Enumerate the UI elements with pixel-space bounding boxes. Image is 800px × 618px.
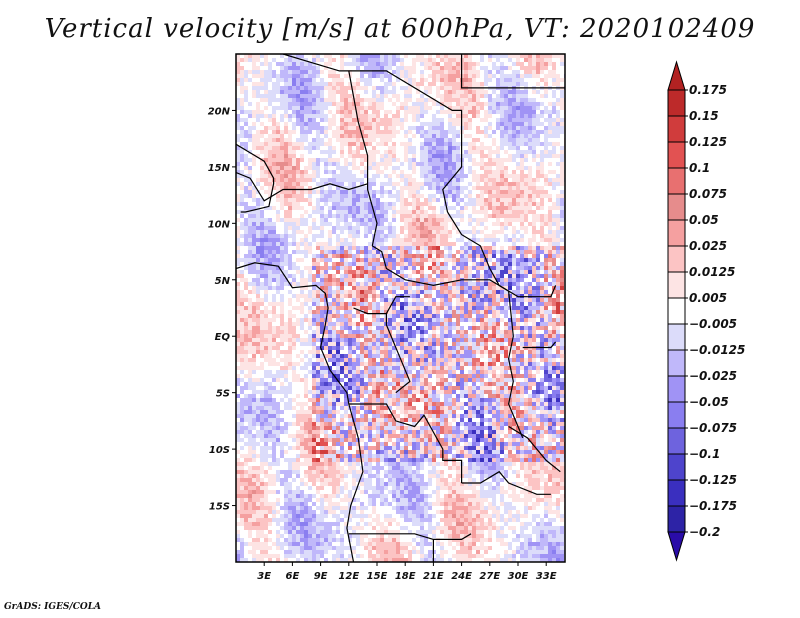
border-line	[348, 403, 463, 483]
colorbar-label: −0.2	[689, 525, 720, 539]
y-tick-label: 15S	[209, 502, 230, 513]
y-tick-label: 10S	[209, 445, 230, 456]
colorbar-label: −0.05	[689, 395, 729, 409]
x-tick-label: 15E	[367, 571, 388, 582]
colorbar-label: −0.175	[689, 499, 737, 513]
colorbar-swatch	[667, 115, 686, 143]
x-tick-label: 24E	[451, 571, 472, 582]
y-tick-label: 20N	[208, 106, 231, 117]
border-line	[371, 245, 509, 292]
colorbar-swatch	[667, 297, 686, 325]
x-tick-label: 6E	[286, 571, 300, 582]
x-tick-label: 30E	[508, 571, 529, 582]
x-tick-label: 12E	[338, 571, 359, 582]
chart-svg: 3E 6E 9E 12E 15E 18E 21E 24E 27E 30E 33E 20N 15N 10N…	[208, 53, 745, 582]
colorbar-label: −0.025	[689, 369, 737, 383]
x-tick-label: 3E	[257, 571, 271, 582]
colorbar-label: −0.075	[689, 421, 737, 435]
y-tick-label: 5S	[216, 389, 230, 400]
border-line	[236, 143, 275, 213]
colorbar-swatch	[667, 89, 686, 117]
colorbar-swatch	[667, 323, 686, 351]
colorbar-label: 0.15	[689, 109, 719, 123]
colorbar-swatch	[667, 401, 686, 429]
colorbar-label: 0.075	[689, 187, 727, 201]
colorbar-swatch	[667, 141, 686, 169]
country-borders	[236, 54, 565, 562]
grads-credit: GrADS: IGES/COLA	[4, 602, 102, 612]
border-line	[522, 341, 557, 349]
velocity-field	[236, 54, 565, 562]
colorbar-swatch	[667, 245, 686, 273]
x-tick-label: 33E	[536, 571, 557, 582]
colorbar-swatch	[667, 453, 686, 481]
x-axis: 3E 6E 9E 12E 15E 18E 21E 24E 27E 30E 33E	[257, 562, 557, 582]
colorbar-label: 0.175	[689, 83, 727, 97]
y-axis: 20N 15N 10N 5N EQ 5S 10S 15S	[208, 106, 236, 513]
x-tick-label: 18E	[395, 571, 416, 582]
border-line	[353, 307, 411, 394]
colorbar-label: 0.005	[689, 291, 727, 305]
colorbar-label: 0.0125	[689, 265, 735, 279]
y-tick-label: 10N	[208, 219, 231, 230]
x-tick-label: 9E	[314, 571, 328, 582]
x-tick-label: 27E	[479, 571, 500, 582]
colorbar-swatch	[667, 479, 686, 507]
border-line	[236, 262, 364, 562]
map-frame	[235, 53, 566, 563]
colorbar-swatch	[667, 505, 686, 533]
colorbar-label: −0.0125	[689, 343, 745, 357]
border-line	[446, 211, 528, 298]
colorbar-extend-bottom	[667, 531, 686, 562]
colorbar-label: −0.005	[689, 317, 737, 331]
colorbar-swatch	[667, 167, 686, 195]
colorbar-label: 0.1	[689, 161, 710, 175]
colorbar-label: 0.05	[689, 213, 719, 227]
chart-title: Vertical velocity [m/s] at 600hPa, VT: 2…	[44, 14, 756, 44]
colorbar-swatch	[667, 271, 686, 299]
border-line	[461, 54, 565, 89]
colorbar-label: 0.025	[689, 239, 727, 253]
colorbar-extend-top	[667, 60, 686, 91]
colorbar-swatch	[667, 193, 686, 221]
colorbar-swatch	[667, 349, 686, 377]
y-tick-label: 15N	[208, 163, 231, 174]
y-tick-label: 5N	[215, 276, 231, 287]
colorbar-swatch	[667, 427, 686, 455]
border-line	[282, 54, 463, 213]
border-line	[507, 291, 524, 439]
border-line	[527, 285, 557, 298]
y-tick-label: EQ	[215, 332, 231, 343]
border-line	[348, 70, 378, 247]
colorbar-label: 0.125	[689, 135, 727, 149]
colorbar-swatch	[667, 375, 686, 403]
border-line	[236, 171, 368, 202]
x-tick-label: 21E	[423, 571, 444, 582]
colorbar-label: −0.1	[689, 447, 720, 461]
border-line	[508, 425, 561, 473]
colorbar-swatch	[667, 219, 686, 247]
border-line	[385, 296, 410, 314]
border-line	[461, 470, 551, 495]
colorbar: 0.175 0.15 0.125 0.1 0.075 0.05 0.025 0.0125 0.0…	[667, 60, 745, 562]
colorbar-label: −0.125	[689, 473, 737, 487]
